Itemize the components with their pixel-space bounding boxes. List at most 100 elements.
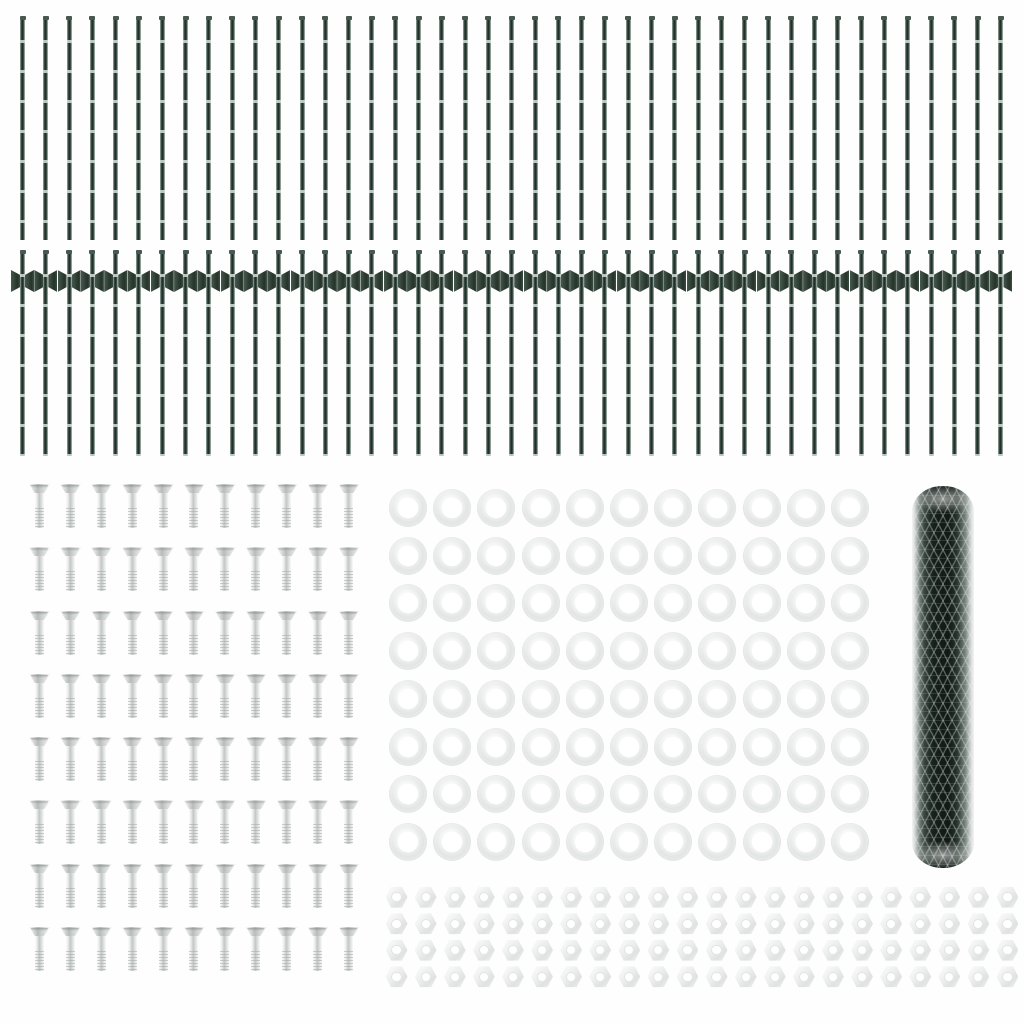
flat-washer xyxy=(830,727,869,766)
hex-nut-hole xyxy=(536,945,548,956)
fence-post xyxy=(928,250,935,456)
bolt-head xyxy=(121,673,144,684)
fence-post-cap xyxy=(788,16,795,20)
fence-post xyxy=(415,16,422,240)
countersunk-bolt xyxy=(152,673,175,718)
bolt-thread xyxy=(251,571,261,592)
fence-post xyxy=(485,250,492,456)
hex-nut xyxy=(560,939,583,961)
hex-nut-hole xyxy=(653,892,664,903)
anchor-wing-left xyxy=(966,270,976,292)
fence-post-with-anchor xyxy=(290,250,314,456)
bolt-head xyxy=(121,800,144,811)
hex-nut xyxy=(589,913,612,935)
countersunk-bolt xyxy=(275,737,298,781)
anchor-wing-left xyxy=(919,270,929,292)
fence-post xyxy=(415,250,422,456)
flat-washer xyxy=(521,823,560,862)
fence-post-with-anchor xyxy=(337,250,361,456)
fence-post-with-anchor xyxy=(243,250,267,456)
anchor-wing-left xyxy=(803,270,813,292)
bolt-thread xyxy=(313,697,323,718)
countersunk-bolt xyxy=(306,547,329,592)
countersunk-bolt xyxy=(121,484,144,528)
bolt-head xyxy=(182,610,205,621)
fence-post xyxy=(648,16,655,240)
hex-nut-hole xyxy=(478,971,489,982)
fence-post-cap xyxy=(601,250,608,254)
hex-nut xyxy=(850,913,873,935)
bolt-thread xyxy=(96,824,106,845)
hex-nut xyxy=(763,966,786,988)
flat-washer xyxy=(521,488,560,527)
anchor-wing-right xyxy=(747,270,757,292)
fence-post xyxy=(578,250,585,456)
hex-nut-hole xyxy=(711,945,722,956)
fence-post-cap xyxy=(89,250,96,254)
washer-grid xyxy=(386,484,872,866)
hex-nut xyxy=(967,886,990,908)
bolt-thread xyxy=(189,824,199,845)
hex-nut-grid xyxy=(382,884,1022,990)
hex-nut-hole xyxy=(886,971,897,982)
fence-post-with-anchor xyxy=(663,250,687,456)
fence-post xyxy=(66,16,73,240)
bolt-thread xyxy=(189,634,199,655)
hex-nut-hole xyxy=(711,918,722,929)
bolt-thread xyxy=(34,761,44,781)
fence-post-with-anchor xyxy=(127,250,151,456)
flat-washer xyxy=(830,584,869,623)
anchor-wing-left xyxy=(989,270,999,292)
bolt-thread xyxy=(65,508,75,528)
fence-post-cap xyxy=(904,16,911,20)
flat-washer xyxy=(609,775,648,814)
bolt-head xyxy=(28,547,51,558)
bolt-head xyxy=(182,673,205,684)
hex-nut xyxy=(996,939,1019,961)
flat-washer xyxy=(521,536,560,575)
countersunk-bolt xyxy=(337,547,360,592)
flat-washer xyxy=(698,679,737,718)
anchor-wing-left xyxy=(500,270,510,292)
bolt-thread xyxy=(251,508,261,528)
bolt-thread xyxy=(344,887,354,908)
fence-post-cap xyxy=(904,250,911,254)
flat-washer xyxy=(698,632,737,671)
hex-nut xyxy=(472,886,495,908)
bolt-head xyxy=(213,610,236,621)
countersunk-bolt xyxy=(59,800,82,845)
bolt-head xyxy=(337,547,360,558)
anchor-wing-right xyxy=(94,270,104,292)
anchor-wing-right xyxy=(537,270,547,292)
bolt-thread xyxy=(344,634,354,655)
bolt-thread xyxy=(158,571,168,592)
bolt-head xyxy=(121,484,144,494)
bolt-thread xyxy=(96,634,106,655)
flat-washer xyxy=(609,727,648,766)
bolt-head xyxy=(182,863,205,874)
fence-post-cap xyxy=(834,16,841,20)
fence-post-cap xyxy=(741,250,748,254)
bolt-thread xyxy=(96,887,106,908)
hex-nut-hole xyxy=(886,945,897,956)
fence-post xyxy=(275,16,282,240)
bolt-thread xyxy=(158,824,168,845)
fence-post xyxy=(19,250,26,456)
anchor-wing-right xyxy=(654,270,664,292)
flat-washer xyxy=(609,488,648,527)
fence-post-cap xyxy=(625,16,632,20)
hex-nut-hole xyxy=(682,971,693,982)
anchor-wing-right xyxy=(817,270,827,292)
bolt-head xyxy=(213,547,236,558)
anchor-wing-left xyxy=(523,270,533,292)
flat-washer xyxy=(830,823,869,862)
fence-post xyxy=(89,250,96,456)
anchor-wing-right xyxy=(351,270,361,292)
countersunk-bolt xyxy=(59,673,82,718)
hex-nut-hole xyxy=(449,971,460,982)
hex-nut-hole xyxy=(1002,945,1013,956)
fence-post-cap xyxy=(951,16,958,20)
bolt-head xyxy=(244,673,267,684)
flat-washer xyxy=(609,823,648,862)
fence-post-cap xyxy=(858,16,865,20)
